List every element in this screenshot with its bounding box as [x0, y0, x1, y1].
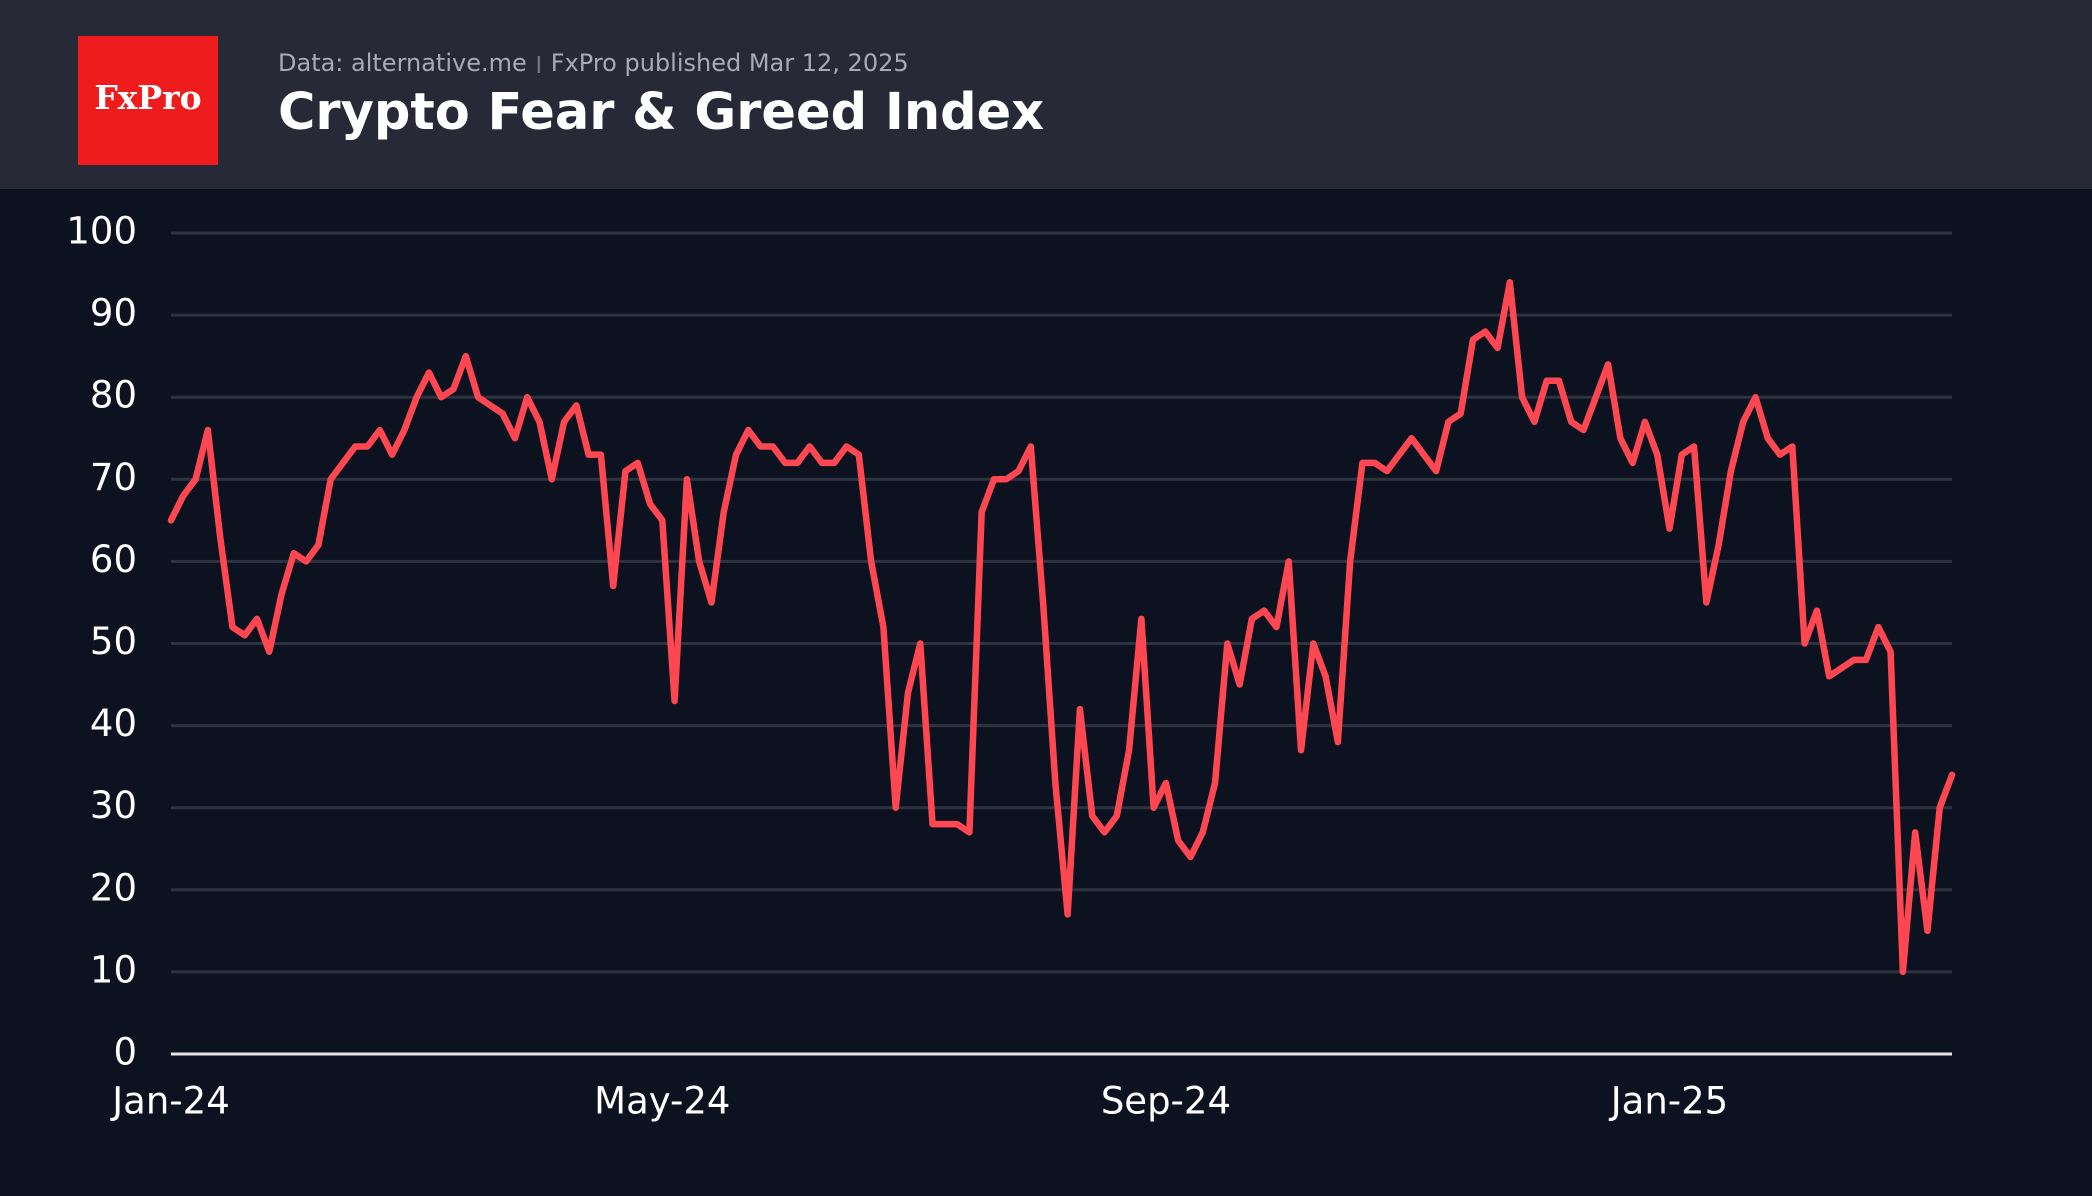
published: FxPro published Mar 12, 2025	[551, 49, 909, 77]
y-tick-label: 100	[66, 210, 137, 253]
plot-area: 0 10 20 30 40 50 60 70 80 90 100 Jan-24 May-24 Sep-24…	[66, 210, 1956, 1123]
source: Data: alternative.me	[278, 49, 527, 77]
y-tick-label: 60	[90, 538, 137, 581]
y-tick-label: 90	[90, 292, 137, 335]
chart-title: Crypto Fear & Greed Index	[278, 83, 1044, 142]
x-tick-label: May-24	[594, 1080, 730, 1123]
y-tick-label: 80	[90, 374, 137, 417]
y-tick-label: 50	[90, 620, 137, 663]
data-line	[167, 279, 1956, 976]
logo-text: FxPro	[94, 78, 201, 117]
x-tick-label: Jan-24	[110, 1080, 229, 1123]
header-bar	[0, 0, 2092, 189]
logo-box	[78, 36, 218, 165]
y-tick-label: 30	[90, 784, 137, 827]
x-tick-label: Sep-24	[1101, 1080, 1231, 1123]
x-tick-label: Jan-25	[1609, 1080, 1728, 1123]
y-tick-label: 20	[90, 866, 137, 909]
y-tick-label: 10	[90, 948, 137, 991]
y-tick-label: 40	[90, 702, 137, 745]
y-tick-label: 0	[113, 1031, 137, 1074]
y-tick-label: 70	[90, 456, 137, 499]
